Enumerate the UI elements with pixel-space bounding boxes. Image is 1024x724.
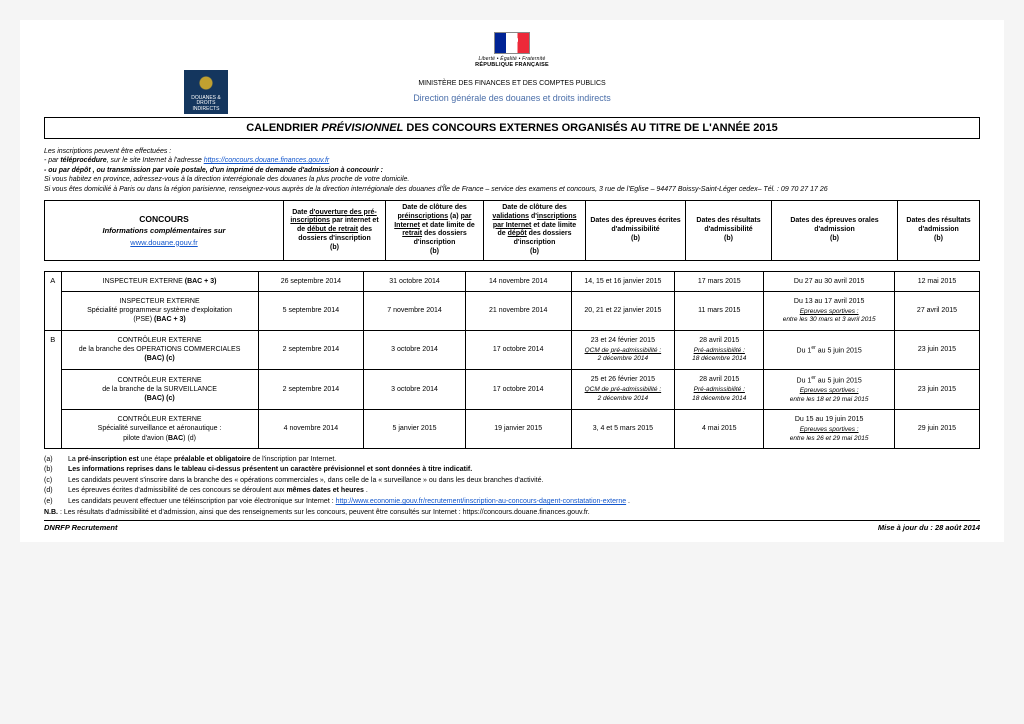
intro-l2: - par téléprocédure, sur le site Interne… — [44, 156, 980, 165]
concours-name: CONTRÔLEUR EXTERNESpécialité surveillanc… — [61, 410, 258, 449]
cell-c8: 29 juin 2015 — [894, 410, 979, 449]
col-concours: CONCOURS Informations complémentaires su… — [45, 201, 284, 261]
logo-douanes: DOUANES & DROITS INDIRECTS — [184, 70, 228, 114]
table-row: AINSPECTEUR EXTERNE (BAC + 3)26 septembr… — [45, 271, 980, 291]
note-c: (c)Les candidats peuvent s'inscrire dans… — [44, 476, 980, 487]
category-cell: A — [45, 271, 62, 291]
cell-c8: 12 mai 2015 — [894, 271, 979, 291]
logo-republique-francaise: Liberté • Égalité • Fraternité RÉPUBLIQU… — [475, 32, 549, 76]
cell-c8: 23 juin 2015 — [894, 369, 979, 409]
col-cloture-pre: Date de clôture des préinscriptions (a) … — [386, 201, 484, 261]
cell-c7: Du 1er au 5 juin 2015Epreuves sportives … — [764, 369, 895, 409]
note-e-link[interactable]: http://www.economie.gouv.fr/recrutement/… — [336, 498, 627, 505]
concours-name: INSPECTEUR EXTERNESpécialité programmeur… — [61, 291, 258, 330]
table-row: CONTRÔLEUR EXTERNEde la branche de la SU… — [45, 369, 980, 409]
category-cell — [45, 291, 62, 330]
title-pre: CALENDRIER — [246, 122, 321, 134]
title-post: DES CONCOURS EXTERNES ORGANISÉS AU TITRE… — [403, 122, 777, 134]
cell-c5: 14, 15 et 16 janvier 2015 — [571, 271, 675, 291]
table-row: CONTRÔLEUR EXTERNESpécialité surveillanc… — [45, 410, 980, 449]
concours-name: CONTRÔLEUR EXTERNEde la branche des OPER… — [61, 330, 258, 369]
cell-c3: 3 octobre 2014 — [364, 330, 466, 369]
cell-c5: 20, 21 et 22 janvier 2015 — [571, 291, 675, 330]
cell-c6: 17 mars 2015 — [675, 271, 764, 291]
concours-name: CONTRÔLEUR EXTERNEde la branche de la SU… — [61, 369, 258, 409]
cell-c6: 28 avril 2015Pré-admissibilité :18 décem… — [675, 369, 764, 409]
header-table: CONCOURS Informations complémentaires su… — [44, 200, 980, 261]
table-row: INSPECTEUR EXTERNESpécialité programmeur… — [45, 291, 980, 330]
intro-link[interactable]: https://concours.douane.finances.gouv.fr — [204, 157, 330, 164]
cell-c6: 28 avril 2015Pré-admissibilité :18 décem… — [675, 330, 764, 369]
cell-c3: 7 novembre 2014 — [364, 291, 466, 330]
cell-c5: 23 et 24 février 2015QCM de pré-admissib… — [571, 330, 675, 369]
intro-l1: Les inscriptions peuvent être effectuées… — [44, 147, 980, 156]
cell-c4: 17 octobre 2014 — [465, 369, 571, 409]
notes-block: (a)La pré-inscription est une étape préa… — [44, 455, 980, 508]
category-cell — [45, 369, 62, 409]
category-cell: B — [45, 330, 62, 369]
cell-c7: Du 13 au 17 avril 2015Epreuves sportives… — [764, 291, 895, 330]
col-res-admissibilite: Dates des résultats d'admissibilité (b) — [686, 201, 772, 261]
nb-link[interactable]: https://concours.douane.finances.gouv.fr — [463, 509, 588, 516]
document-page: Liberté • Égalité • Fraternité RÉPUBLIQU… — [20, 20, 1004, 542]
cell-c2: 2 septembre 2014 — [258, 369, 364, 409]
table-row: BCONTRÔLEUR EXTERNEde la branche des OPE… — [45, 330, 980, 369]
cell-c4: 14 novembre 2014 — [465, 271, 571, 291]
col-res-admission: Dates des résultats d'admission (b) — [898, 201, 980, 261]
note-a: (a)La pré-inscription est une étape préa… — [44, 455, 980, 466]
cell-c4: 21 novembre 2014 — [465, 291, 571, 330]
intro-l5: Si vous êtes domicilié à Paris ou dans l… — [44, 185, 980, 194]
intro-l3: - ou par dépôt , ou transmission par voi… — [44, 166, 980, 175]
logo-douanes-label: DOUANES & DROITS INDIRECTS — [186, 96, 226, 113]
cell-c6: 4 mai 2015 — [675, 410, 764, 449]
note-nb: N.B. : Les résultats d'admissibilité et … — [44, 509, 980, 516]
table-gap — [44, 261, 980, 271]
category-cell — [45, 410, 62, 449]
cell-c4: 17 octobre 2014 — [465, 330, 571, 369]
note-e: (e)Les candidats peuvent effectuer une t… — [44, 497, 980, 508]
cell-c8: 23 juin 2015 — [894, 330, 979, 369]
marianne-emblem-icon — [494, 32, 530, 54]
col-ecrites: Dates des épreuves écrites d'admissibili… — [586, 201, 686, 261]
cell-c2: 5 septembre 2014 — [258, 291, 364, 330]
header-logos: Liberté • Égalité • Fraternité RÉPUBLIQU… — [44, 32, 980, 76]
cell-c3: 5 janvier 2015 — [364, 410, 466, 449]
cell-c2: 4 novembre 2014 — [258, 410, 364, 449]
note-b: (b)Les informations reprises dans le tab… — [44, 465, 980, 476]
title-em: PRÉVISIONNEL — [321, 122, 403, 134]
cell-c7: Du 1er au 5 juin 2015 — [764, 330, 895, 369]
intro-l4: Si vous habitez en province, adressez-vo… — [44, 175, 980, 184]
cell-c3: 3 octobre 2014 — [364, 369, 466, 409]
footer-right: Mise à jour du : 28 août 2014 — [878, 523, 980, 532]
cell-c2: 2 septembre 2014 — [258, 330, 364, 369]
cell-c5: 25 et 26 février 2015QCM de pré-admissib… — [571, 369, 675, 409]
footer-left: DNRFP Recrutement — [44, 523, 117, 532]
data-table: AINSPECTEUR EXTERNE (BAC + 3)26 septembr… — [44, 271, 980, 449]
cell-c6: 11 mars 2015 — [675, 291, 764, 330]
cell-c3: 31 octobre 2014 — [364, 271, 466, 291]
concours-name: INSPECTEUR EXTERNE (BAC + 3) — [61, 271, 258, 291]
cell-c5: 3, 4 et 5 mars 2015 — [571, 410, 675, 449]
douane-link[interactable]: www.douane.gouv.fr — [49, 238, 279, 247]
rf-name: RÉPUBLIQUE FRANÇAISE — [475, 62, 549, 68]
cell-c8: 27 avril 2015 — [894, 291, 979, 330]
cell-c4: 19 janvier 2015 — [465, 410, 571, 449]
note-d: (d)Les épreuves écrites d'admissibilité … — [44, 486, 980, 497]
col-ouverture: Date d'ouverture des pré-inscriptions pa… — [284, 201, 386, 261]
cell-c7: Du 15 au 19 juin 2015Epreuves sportives … — [764, 410, 895, 449]
col-cloture-val: Date de clôture des validations d'inscri… — [484, 201, 586, 261]
title-box: CALENDRIER PRÉVISIONNEL DES CONCOURS EXT… — [44, 117, 980, 139]
cell-c7: Du 27 au 30 avril 2015 — [764, 271, 895, 291]
cell-c2: 26 septembre 2014 — [258, 271, 364, 291]
col-orales: Dates des épreuves orales d'admission (b… — [772, 201, 898, 261]
footer: DNRFP Recrutement Mise à jour du : 28 ao… — [44, 520, 980, 532]
intro-block: Les inscriptions peuvent être effectuées… — [44, 147, 980, 194]
